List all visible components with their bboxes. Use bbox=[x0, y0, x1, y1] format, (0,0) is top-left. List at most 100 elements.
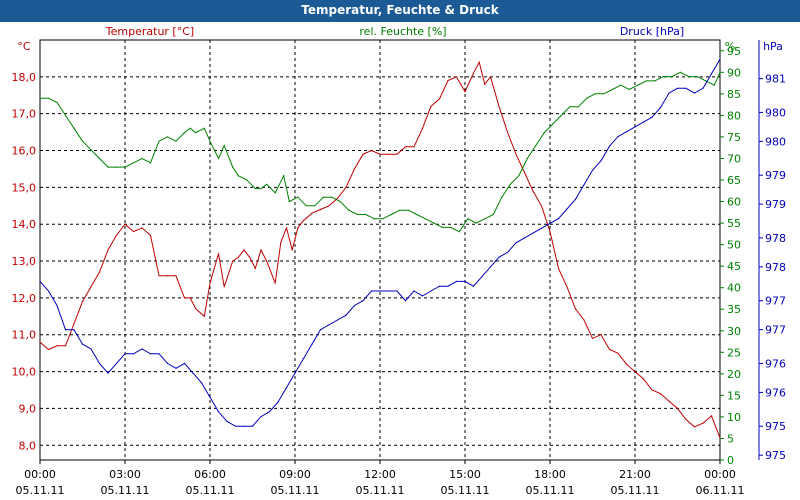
data-point-humidity bbox=[223, 144, 225, 147]
y-tick-label-humidity: 80 bbox=[727, 109, 741, 122]
y-tick-label-humidity: 10 bbox=[727, 411, 741, 424]
data-point-temperature bbox=[132, 231, 135, 233]
data-point-humidity bbox=[688, 76, 690, 78]
data-point-humidity bbox=[132, 162, 135, 164]
data-point-temperature bbox=[345, 186, 347, 188]
data-point-temperature bbox=[107, 249, 109, 251]
data-point-humidity bbox=[416, 213, 418, 216]
data-point-humidity bbox=[594, 93, 596, 95]
data-point-pressure bbox=[566, 208, 568, 210]
y-tick-label-humidity: 35 bbox=[727, 303, 741, 316]
y-tick-label-humidity: 60 bbox=[727, 196, 741, 209]
data-point-humidity bbox=[424, 218, 426, 220]
data-point-humidity bbox=[560, 114, 562, 116]
data-point-temperature bbox=[237, 256, 239, 258]
y-tick-label-temperature: 9,0 bbox=[19, 402, 37, 415]
data-point-humidity bbox=[399, 209, 401, 211]
data-point-temperature bbox=[438, 98, 441, 100]
x-tick-label-date: 05.11.11 bbox=[611, 484, 660, 497]
data-point-pressure bbox=[251, 425, 254, 427]
data-point-temperature bbox=[280, 242, 282, 244]
y-tick-label-temperature: 11,0 bbox=[12, 329, 37, 342]
y-axis-unit-temperature: °C bbox=[17, 40, 31, 53]
data-point-humidity bbox=[390, 213, 392, 216]
data-point-temperature bbox=[297, 227, 299, 229]
data-point-temperature bbox=[676, 407, 679, 409]
data-point-pressure bbox=[243, 425, 245, 427]
x-tick-label-time: 00:00 bbox=[704, 468, 736, 481]
y-tick-label-pressure: 979 bbox=[765, 198, 786, 211]
y-tick-label-humidity: 0 bbox=[727, 454, 734, 467]
y-tick-label-humidity: 70 bbox=[727, 152, 741, 165]
y-tick-label-humidity: 65 bbox=[727, 174, 741, 187]
data-point-humidity bbox=[501, 196, 503, 198]
data-point-pressure bbox=[447, 285, 449, 287]
data-point-temperature bbox=[81, 301, 84, 303]
data-point-temperature bbox=[319, 208, 322, 211]
data-point-temperature bbox=[73, 323, 75, 325]
data-point-pressure bbox=[39, 280, 41, 282]
data-point-temperature bbox=[634, 371, 636, 373]
data-point-pressure bbox=[141, 348, 143, 350]
data-point-humidity bbox=[535, 144, 537, 147]
y-tick-label-pressure: 976 bbox=[765, 357, 786, 370]
x-tick-label-time: 15:00 bbox=[449, 468, 481, 481]
data-point-pressure bbox=[608, 145, 611, 147]
data-point-humidity bbox=[260, 188, 262, 190]
data-point-humidity bbox=[254, 188, 256, 190]
y-tick-label-humidity: 40 bbox=[727, 282, 741, 295]
data-point-humidity bbox=[64, 114, 67, 116]
data-point-humidity bbox=[356, 213, 358, 216]
data-point-temperature bbox=[404, 146, 407, 148]
data-point-pressure bbox=[676, 87, 679, 89]
x-tick-label-time: 00:00 bbox=[24, 468, 56, 481]
y-tick-label-humidity: 25 bbox=[727, 346, 741, 359]
data-point-humidity bbox=[175, 140, 177, 142]
data-point-humidity bbox=[314, 205, 316, 207]
x-tick-label-date: 05.11.11 bbox=[356, 484, 405, 497]
data-point-pressure bbox=[64, 329, 67, 331]
series-label-temperature: Temperatur [°C] bbox=[105, 25, 194, 38]
data-point-temperature bbox=[232, 260, 234, 262]
data-point-humidity bbox=[662, 76, 664, 78]
x-tick-label-time: 09:00 bbox=[279, 468, 311, 481]
data-point-humidity bbox=[288, 200, 290, 203]
data-point-temperature bbox=[608, 348, 611, 351]
data-point-temperature bbox=[64, 345, 67, 347]
data-point-humidity bbox=[628, 88, 630, 91]
data-point-humidity bbox=[603, 93, 605, 95]
data-point-pressure bbox=[115, 362, 118, 364]
data-point-temperature bbox=[379, 153, 381, 155]
data-point-temperature bbox=[47, 348, 50, 351]
data-point-pressure bbox=[600, 160, 602, 162]
data-point-temperature bbox=[600, 334, 602, 336]
data-point-temperature bbox=[557, 267, 560, 269]
data-point-humidity bbox=[39, 97, 41, 99]
data-point-humidity bbox=[90, 149, 92, 151]
series-label-pressure: Druck [hPa] bbox=[620, 25, 684, 38]
data-point-humidity bbox=[654, 80, 656, 82]
data-point-pressure bbox=[90, 348, 92, 350]
data-point-temperature bbox=[719, 437, 721, 439]
y-tick-label-pressure: 978 bbox=[765, 261, 786, 274]
data-point-humidity bbox=[195, 132, 197, 134]
data-point-humidity bbox=[283, 175, 285, 177]
y-tick-label-humidity: 50 bbox=[727, 239, 741, 252]
data-point-temperature bbox=[209, 282, 211, 284]
data-point-humidity bbox=[232, 166, 234, 168]
y-tick-label-pressure: 981 bbox=[765, 73, 786, 86]
data-point-humidity bbox=[569, 106, 571, 108]
data-point-humidity bbox=[526, 157, 528, 160]
data-point-pressure bbox=[557, 218, 560, 220]
data-point-pressure bbox=[515, 242, 517, 244]
data-point-pressure bbox=[396, 290, 398, 292]
y-tick-label-humidity: 5 bbox=[727, 432, 734, 445]
data-point-humidity bbox=[166, 136, 169, 138]
data-point-temperature bbox=[328, 205, 330, 207]
data-point-humidity bbox=[365, 213, 367, 216]
y-tick-label-humidity: 55 bbox=[727, 217, 741, 230]
data-point-humidity bbox=[441, 226, 443, 228]
data-point-humidity bbox=[671, 76, 673, 78]
data-point-pressure bbox=[549, 222, 551, 224]
data-point-humidity bbox=[124, 166, 126, 168]
